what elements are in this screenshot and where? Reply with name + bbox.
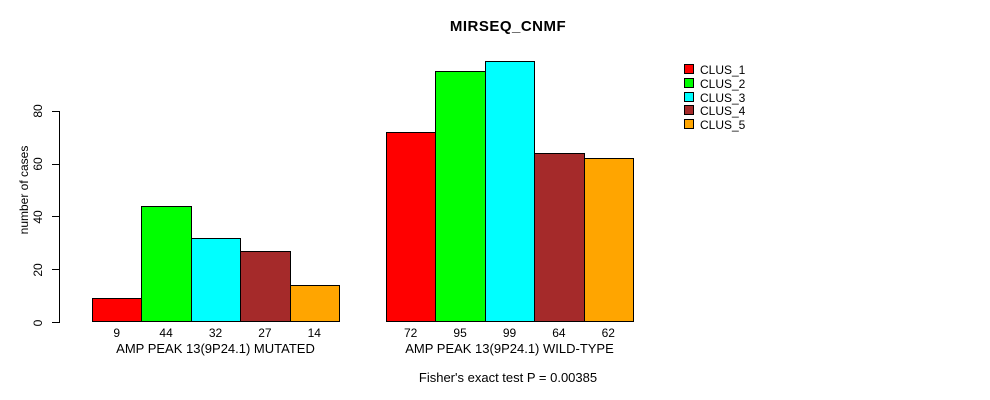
bar-clus_1-group1 <box>92 298 143 322</box>
bar-value-label: 32 <box>208 326 223 340</box>
bar-value-label: 95 <box>453 326 467 340</box>
y-axis-tick <box>51 163 59 165</box>
bar-value-label: 9 <box>113 326 121 340</box>
legend-swatch-icon <box>684 77 694 88</box>
legend-label: CLUS_1 <box>700 63 746 77</box>
y-axis-tick <box>51 110 59 112</box>
legend-swatch-icon <box>684 64 694 74</box>
bar-clus_2-group2 <box>435 71 486 322</box>
y-axis-tick-label: 0 <box>31 319 45 326</box>
y-axis-tick <box>51 269 59 271</box>
bar-clus_1-group2 <box>386 131 437 322</box>
y-axis-tick-label: 20 <box>31 263 45 277</box>
bar-value-label: 14 <box>307 326 321 340</box>
group-label-1: AMP PEAK 13(9P24.1) MUTATED <box>116 341 315 356</box>
bar-clus_5-group1 <box>289 285 340 322</box>
y-axis-tick-label: 80 <box>31 104 45 118</box>
bar-value-label: 99 <box>502 326 517 340</box>
bar-value-label: 27 <box>258 326 272 340</box>
bar-clus_5-group2 <box>583 158 634 322</box>
bar-value-label: 62 <box>601 326 615 340</box>
y-axis-tick <box>51 322 59 323</box>
bar-value-label: 44 <box>159 326 173 340</box>
group-label-2: AMP PEAK 13(9P24.1) WILD-TYPE <box>405 341 614 356</box>
legend-swatch-icon <box>684 119 694 129</box>
bar-clus_3-group1 <box>190 237 242 322</box>
legend-label: CLUS_5 <box>700 118 746 132</box>
legend-label: CLUS_2 <box>700 76 746 91</box>
y-axis-tick-label: 60 <box>31 157 45 171</box>
y-axis-label: number of cases <box>17 145 31 235</box>
bar-clus_3-group2 <box>484 60 536 322</box>
bar-clus_4-group2 <box>534 153 585 322</box>
y-axis-line <box>58 110 60 323</box>
y-axis-tick <box>51 216 59 218</box>
legend-label: CLUS_3 <box>700 90 746 105</box>
legend-label: CLUS_4 <box>700 104 746 119</box>
legend-swatch-icon <box>684 105 694 116</box>
y-axis-tick-label: 40 <box>31 210 45 224</box>
bar-value-label: 72 <box>404 326 418 340</box>
bar-clus_4-group1 <box>240 250 291 322</box>
bar-value-label: 64 <box>552 326 566 340</box>
annotation-text: Fisher's exact test P = 0.00385 <box>418 370 598 385</box>
legend-swatch-icon <box>684 91 694 102</box>
bar-clus_2-group1 <box>141 205 192 322</box>
chart-title: MIRSEQ_CNMF <box>449 18 567 35</box>
